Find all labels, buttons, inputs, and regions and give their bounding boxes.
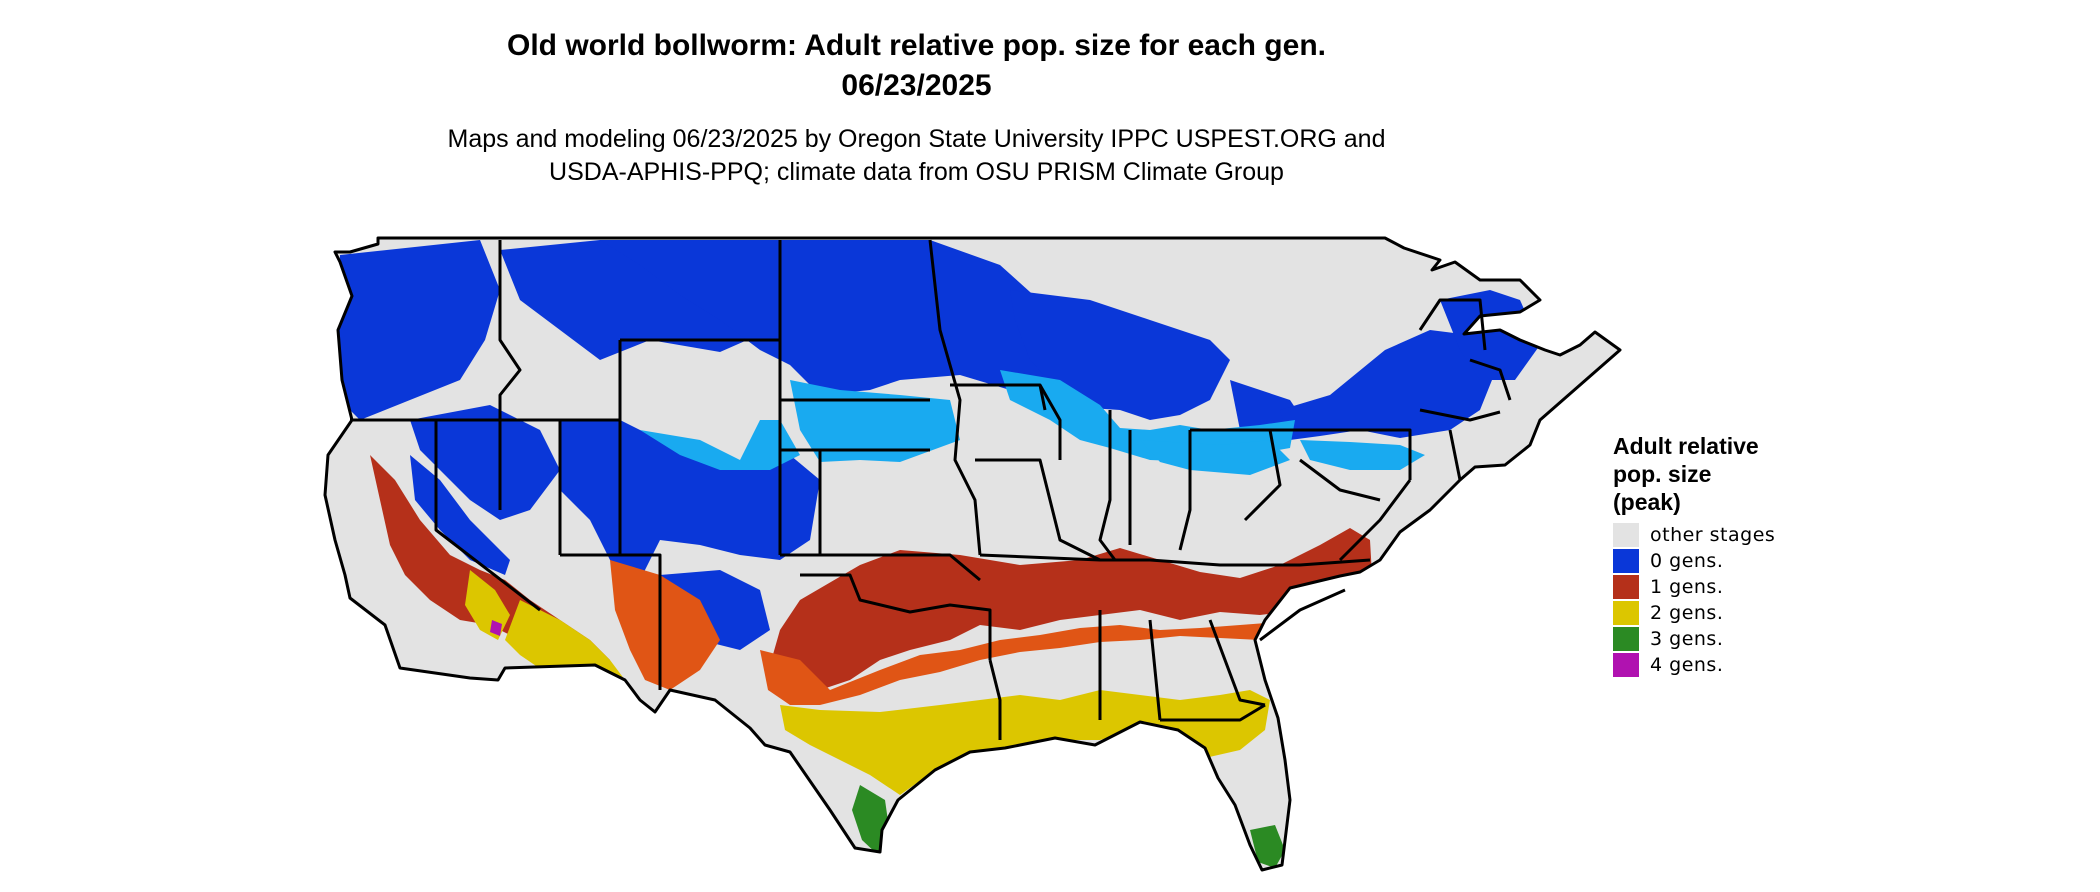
state-borders [323,236,1622,872]
gen0-utah-colorado [560,420,820,580]
legend-title-line2: pop. size [1613,461,1712,487]
gen0-fringe-ohio [1140,440,1290,475]
legend-items: other stages 0 gens. 1 gens. 2 gens. 3 g… [1613,522,1775,678]
gen3-south-florida [1250,825,1285,868]
legend-title-line3: (peak) [1613,489,1681,515]
legend-title: Adult relative pop. size (peak) [1613,432,1775,516]
map-credits-line2: USDA-APHIS-PPQ; climate data from OSU PR… [549,158,1284,186]
legend-swatch-4-gens [1613,653,1639,677]
gen0-northeast [1280,330,1500,440]
legend-item-1-gens: 1 gens. [1613,574,1775,600]
legend-title-line1: Adult relative [1613,433,1759,459]
legend-item-other-stages: other stages [1613,522,1775,548]
legend-label-1-gens: 1 gens. [1650,576,1724,598]
legend-label-3-gens: 3 gens. [1650,628,1724,650]
legend-label-2-gens: 2 gens. [1650,602,1724,624]
legend-item-0-gens: 0 gens. [1613,548,1775,574]
gen0-fringe-northeast [1300,440,1425,470]
legend-label-other-stages: other stages [1650,524,1776,546]
gen4-salton-sea [490,620,502,636]
gen0-northern-plains [600,240,1060,395]
legend-swatch-other-stages [1613,523,1639,547]
map-legend: Adult relative pop. size (peak) other st… [1613,432,1775,678]
gen2-california-desert [465,570,510,640]
legend-label-0-gens: 0 gens. [1650,550,1724,572]
gen0-fringe-colorado [640,420,800,470]
gen0-fringe-midwest [1000,370,1295,462]
legend-swatch-0-gens [1613,549,1639,573]
gen0-great-basin [410,405,560,520]
gen0-pacific-northwest [338,240,500,420]
legend-swatch-3-gens [1613,627,1639,651]
legend-swatch-2-gens [1613,601,1639,625]
gen0-arizona-nm [660,570,770,650]
map-date: 06/23/2025 [841,69,992,102]
gen1-southern-plains-band [770,528,1372,690]
map-title: Old world bollworm: Adult relative pop. … [507,29,1326,62]
legend-item-2-gens: 2 gens. [1613,600,1775,626]
gen1-arizona-nm-edge [610,560,720,690]
gen1-fringe-orange [760,622,1300,705]
map-credits-line1: Maps and modeling 06/23/2025 by Oregon S… [447,125,1386,153]
legend-label-4-gens: 4 gens. [1650,654,1724,676]
legend-swatch-1-gens [1613,575,1639,599]
legend-item-4-gens: 4 gens. [1613,652,1775,678]
legend-item-3-gens: 3 gens. [1613,626,1775,652]
